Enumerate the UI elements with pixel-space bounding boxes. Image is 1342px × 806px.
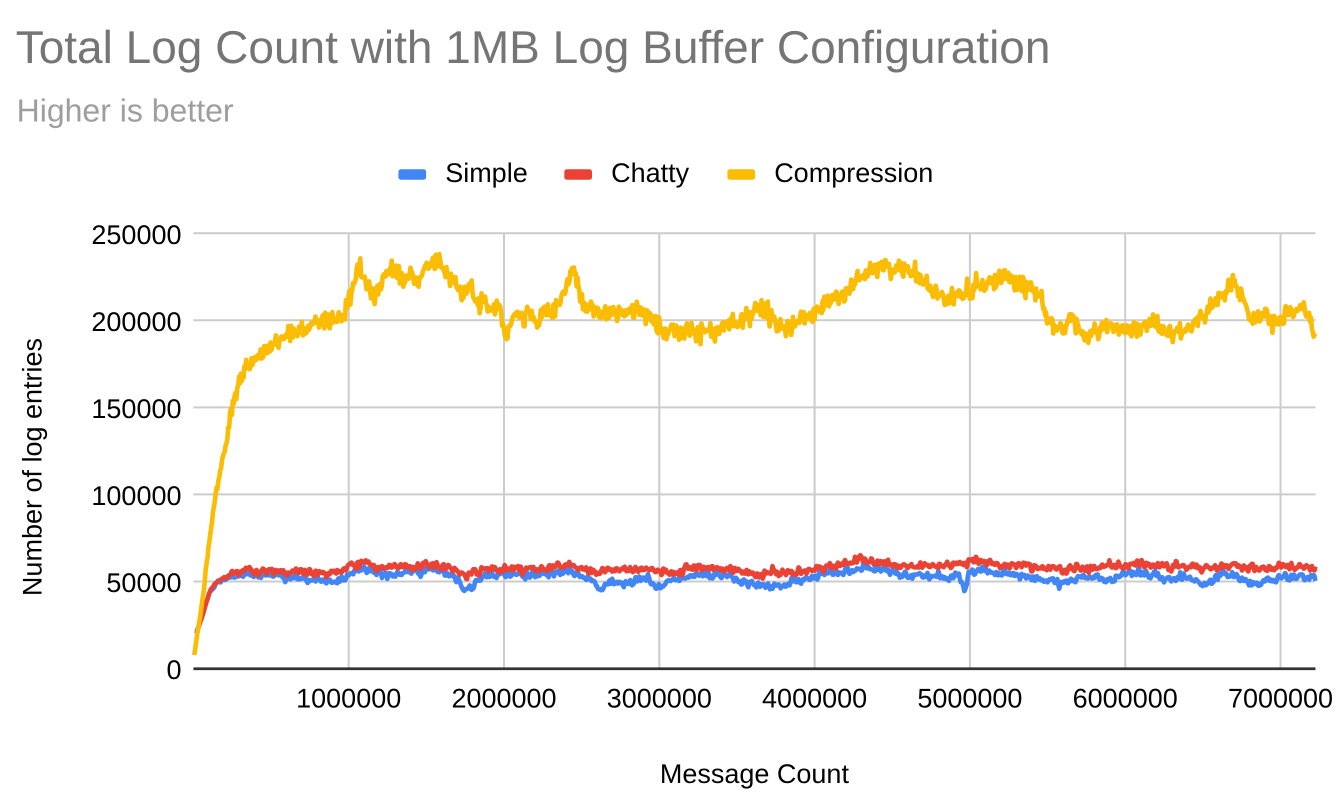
svg-text:Compression: Compression <box>774 158 933 188</box>
svg-text:7000000: 7000000 <box>1228 683 1333 713</box>
svg-text:250000: 250000 <box>91 220 181 250</box>
svg-text:1000000: 1000000 <box>296 683 401 713</box>
svg-text:100000: 100000 <box>91 481 181 511</box>
svg-text:Higher is better: Higher is better <box>17 93 234 129</box>
svg-text:2000000: 2000000 <box>451 683 556 713</box>
svg-text:5000000: 5000000 <box>917 683 1022 713</box>
svg-text:4000000: 4000000 <box>762 683 867 713</box>
svg-text:3000000: 3000000 <box>607 683 712 713</box>
svg-text:6000000: 6000000 <box>1073 683 1178 713</box>
svg-text:Number of log entries: Number of log entries <box>18 338 48 596</box>
svg-text:Total Log Count with 1MB Log B: Total Log Count with 1MB Log Buffer Conf… <box>16 21 1051 73</box>
svg-text:0: 0 <box>166 655 181 685</box>
svg-text:Chatty: Chatty <box>611 158 690 188</box>
svg-text:Message Count: Message Count <box>660 759 850 789</box>
svg-text:50000: 50000 <box>106 568 181 598</box>
svg-text:200000: 200000 <box>91 307 181 337</box>
svg-text:150000: 150000 <box>91 394 181 424</box>
svg-text:Simple: Simple <box>445 158 528 188</box>
